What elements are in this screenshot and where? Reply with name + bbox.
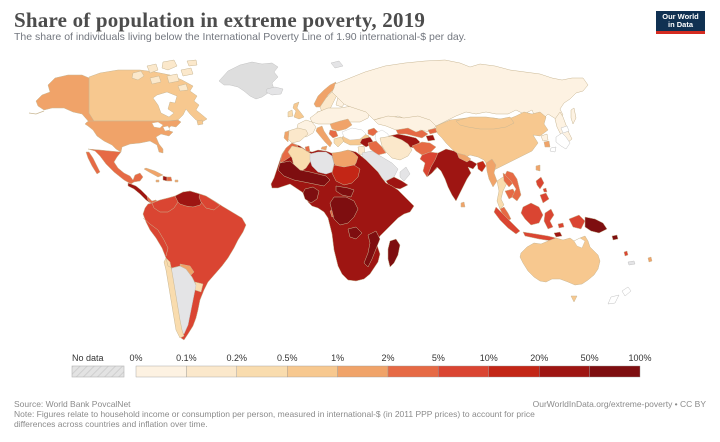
svg-text:0.2%: 0.2% (227, 353, 248, 363)
svg-text:0%: 0% (129, 353, 142, 363)
svg-text:0.5%: 0.5% (277, 353, 298, 363)
svg-text:0.1%: 0.1% (176, 353, 197, 363)
svg-text:1%: 1% (331, 353, 344, 363)
svg-text:100%: 100% (628, 353, 651, 363)
svg-text:No data: No data (72, 353, 104, 363)
svg-text:20%: 20% (530, 353, 548, 363)
svg-text:2%: 2% (381, 353, 394, 363)
svg-text:5%: 5% (432, 353, 445, 363)
svg-text:10%: 10% (480, 353, 498, 363)
svg-text:50%: 50% (581, 353, 599, 363)
